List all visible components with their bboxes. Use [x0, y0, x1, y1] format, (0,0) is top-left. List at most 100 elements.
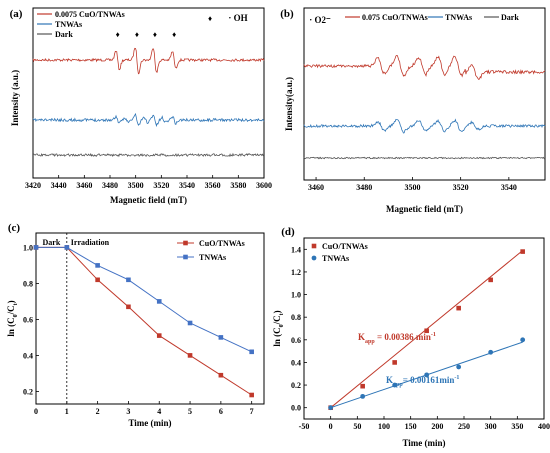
panel-a-legend-label: 0.0075 CuO/TNWAs: [55, 10, 125, 19]
panel-c-xtick-label: 2: [96, 407, 100, 416]
panel-c-legend-marker: [183, 240, 188, 246]
panel-a-legend-label: TNWAs: [55, 20, 82, 29]
panel-d-point-1: [520, 337, 526, 343]
panel-d-point-1: [424, 372, 430, 378]
panel-a-xtick-label: 3500: [128, 181, 144, 190]
panel-c-ytick-label: 1.0: [23, 243, 33, 252]
panel-a-xtick-label: 3480: [102, 181, 118, 190]
panel-d-point-1: [360, 393, 366, 399]
panel-a-legend-label: Dark: [55, 30, 73, 39]
panel-c-point-1: [249, 349, 254, 355]
panel-a-xtick-label: 3420: [25, 181, 41, 190]
panel-d-xtick-label: 300: [485, 422, 497, 431]
panel-a-xlabel: Magnetic field (mT): [110, 195, 187, 205]
panel-b-legend-label: Dark: [501, 13, 519, 22]
panel-b-tag: (b): [280, 8, 294, 20]
panel-a-xtick-label: 3600: [256, 181, 272, 190]
panel-d-legend-label: TNWAs: [322, 254, 349, 263]
panel-d-ytick-label: 0.6: [291, 336, 301, 345]
panel-d-xtick-label: 350: [511, 422, 523, 431]
panel-c-region-dark: Dark: [43, 238, 61, 247]
panel-d-ytick-label: 0.8: [291, 313, 301, 322]
panel-a-xtick-label: 3560: [205, 181, 221, 190]
panel-c-point-1: [95, 263, 100, 268]
panel-c-xtick-label: 7: [250, 407, 254, 416]
panel-c-ylabel: ln (C0/Ct): [6, 300, 19, 336]
panel-d-ytick-label: 0.4: [291, 358, 301, 367]
panel-d-xtick-label: 0: [329, 422, 333, 431]
panel-d-legend-marker: [311, 255, 317, 261]
panel-c-point-1: [156, 299, 162, 304]
panel-a-peak-marker: ♦: [116, 30, 120, 39]
panel-d-legend-marker: [311, 243, 317, 249]
panel-c-legend-label: CuO/TNWAs: [199, 239, 245, 248]
panel-b-legend-label: TNWAs: [445, 13, 472, 22]
panel-d-xlabel: Time (min): [402, 438, 445, 448]
panel-c-ytick-label: 0.2: [23, 387, 33, 396]
panel-d-xtick-label: 200: [431, 422, 443, 431]
panel-c-point-0: [126, 304, 131, 310]
panel-b-xtick-label: 3540: [501, 183, 517, 192]
panel-c-series-line-0: [36, 246, 252, 396]
panel-c-region-irr: Irradiation: [71, 238, 110, 247]
panel-d-point-1: [456, 364, 462, 370]
panel-a-peak-marker: ♦: [153, 30, 157, 39]
panel-d-ytick-label: 0.2: [291, 381, 301, 390]
panel-d-point-0: [456, 305, 461, 311]
panel-b-xlabel: Magnetic field (mT): [386, 204, 463, 214]
panel-a-series-dark: [32, 152, 265, 158]
panel-d-xtick-label: 400: [538, 422, 550, 431]
panel-d-point-1: [328, 405, 334, 411]
panel-d-ytick-label: 1.4: [291, 245, 301, 254]
panel-a-xtick-label: 3460: [76, 181, 92, 190]
panel-b-annotation: · O2⁻: [309, 15, 331, 25]
panel-d-fit-label-0: Kapp = 0.00386 min-1: [358, 332, 436, 345]
panel-b-ylabel: Intensity(a.u.): [284, 77, 294, 131]
panel-a-peak-marker: ♦: [135, 30, 139, 39]
panel-c-xtick-label: 0: [34, 407, 38, 416]
panel-d-xtick-label: 50: [353, 422, 361, 431]
panel-c-point-1: [218, 335, 224, 340]
panel-d-frame: [303, 237, 545, 420]
panel-c-series-line-1: [36, 246, 252, 353]
panel-c-point-1: [64, 245, 70, 250]
panel-c-point-1: [33, 245, 39, 250]
panel-d-xtick-label: -50: [299, 422, 310, 431]
panel-c-point-0: [187, 353, 193, 358]
panel-c-ytick-label: 0.8: [23, 279, 33, 288]
panel-c-xtick-label: 6: [219, 407, 223, 416]
panel-d-point-0: [360, 383, 365, 389]
panel-d-ytick-label: 1.0: [291, 291, 301, 300]
panel-b-legend-label: 0.075 CuO/TNWAs: [362, 13, 428, 22]
panel-a-xtick-label: 3540: [179, 181, 195, 190]
panel-a-xtick-label: 3440: [51, 181, 67, 190]
panel-a-series-cuo: [32, 47, 265, 75]
panel-d-fit-label-1: Kapp= 0.00161min-1: [386, 375, 459, 388]
panel-c-frame: [35, 232, 265, 405]
panel-c-ytick-label: 0.6: [23, 315, 33, 324]
panel-c-xtick-label: 5: [188, 407, 192, 416]
panel-d-xtick-label: 250: [458, 422, 470, 431]
panel-d-tag: (d): [281, 226, 295, 238]
panel-c-tag: (c): [8, 222, 21, 234]
panel-c-point-1: [187, 320, 193, 326]
panel-c-legend-label: TNWAs: [199, 253, 226, 262]
panel-b-xtick-label: 3480: [356, 183, 372, 192]
panel-d-xtick-label: 150: [405, 422, 417, 431]
panel-b-xtick-label: 3500: [404, 183, 420, 192]
panel-d-point-1: [488, 349, 494, 355]
panel-b-series-cuo: [303, 54, 546, 81]
panel-c-xtick-label: 1: [65, 407, 69, 416]
panel-a-frame: [32, 7, 265, 179]
panel-a-tag: (a): [10, 8, 23, 20]
panel-c-point-0: [218, 372, 224, 378]
panel-c-xtick-label: 4: [157, 407, 161, 416]
panel-d-point-0: [520, 249, 525, 254]
panel-a-xtick-label: 3520: [153, 181, 169, 190]
panel-d-legend-label: CuO/TNWAs: [322, 242, 368, 251]
panel-c-point-0: [156, 333, 162, 338]
panel-c-ytick-label: 0.4: [23, 351, 33, 360]
panel-a-series-tnwas: [32, 112, 265, 128]
panel-d-ytick-label: 0.0: [291, 404, 301, 413]
panel-a-xtick-label: 3580: [230, 181, 246, 190]
